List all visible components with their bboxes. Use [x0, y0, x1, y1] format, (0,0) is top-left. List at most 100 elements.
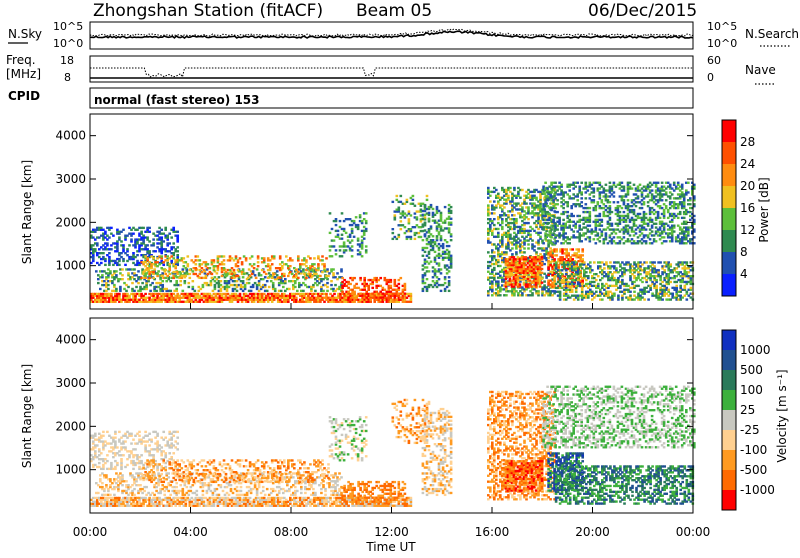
power-cell	[553, 258, 556, 260]
power-cell	[353, 220, 356, 222]
power-cell	[601, 234, 604, 236]
power-cell	[564, 240, 567, 242]
power-cell	[561, 273, 564, 275]
power-cell	[547, 274, 550, 276]
power-cell	[493, 208, 496, 210]
power-cell	[521, 294, 524, 296]
power-cell	[649, 228, 652, 230]
power-cell	[444, 282, 447, 284]
power-cell	[330, 284, 333, 286]
power-cell	[643, 219, 646, 221]
noise-panel: N.Sky 10^5 10^0 10^5 10^0 N.Search	[8, 20, 799, 50]
power-cell	[424, 204, 427, 206]
power-cell	[128, 244, 131, 246]
power-cell	[501, 226, 504, 228]
power-cell	[539, 204, 542, 206]
power-cell	[597, 283, 600, 285]
freq-label: Freq.	[6, 53, 36, 67]
power-cell	[94, 248, 97, 250]
power-cell	[422, 218, 425, 220]
power-cell	[267, 257, 270, 259]
power-cell	[568, 189, 571, 191]
power-cell	[487, 232, 490, 234]
power-cell	[153, 268, 156, 270]
power-cell	[585, 197, 588, 199]
power-cell	[552, 201, 555, 203]
power-cell	[137, 270, 140, 272]
power-cell	[444, 222, 447, 224]
power-cell	[335, 224, 338, 226]
power-cell	[533, 195, 536, 197]
power-cell	[319, 301, 322, 303]
power-cell	[176, 231, 179, 233]
power-cell	[149, 290, 152, 292]
power-cell	[663, 228, 666, 230]
power-cell	[511, 253, 514, 255]
power-cell	[663, 215, 666, 217]
power-cell	[295, 269, 298, 271]
power-cell	[597, 201, 600, 203]
power-cell	[450, 210, 453, 212]
power-cell	[170, 260, 173, 262]
power-cell	[250, 290, 253, 292]
power-cell	[131, 282, 134, 284]
power-cell	[148, 227, 151, 229]
power-cell	[554, 207, 557, 209]
power-cell	[529, 236, 532, 238]
power-cell	[400, 220, 403, 222]
power-cell	[195, 263, 198, 265]
power-cell	[517, 292, 520, 294]
power-cell	[272, 284, 275, 286]
power-cell	[603, 242, 606, 244]
power-cell	[165, 280, 168, 282]
power-cell	[420, 205, 423, 207]
power-cell	[182, 290, 185, 292]
power-cell	[541, 256, 544, 258]
power-cell	[323, 267, 326, 269]
power-cell	[611, 242, 614, 244]
power-cell	[573, 275, 576, 277]
power-cell	[157, 270, 160, 272]
power-cell	[160, 229, 163, 231]
power-cell	[398, 234, 401, 236]
power-cell	[326, 290, 329, 292]
power-cell	[122, 246, 125, 248]
power-cell	[558, 182, 561, 184]
power-cell	[609, 261, 612, 263]
power-cell	[609, 234, 612, 236]
power-cell	[329, 212, 332, 214]
power-cell	[321, 259, 324, 261]
power-cell	[150, 267, 153, 269]
power-cell	[410, 299, 413, 301]
power-cell	[237, 265, 240, 267]
power-cell	[611, 193, 614, 195]
power-cell	[335, 253, 338, 255]
power-cell	[210, 280, 213, 282]
power-cell	[400, 195, 403, 197]
power-cell	[175, 288, 178, 290]
power-cell	[254, 274, 257, 276]
power-cell	[531, 292, 534, 294]
power-cell	[273, 255, 276, 257]
power-cell	[279, 299, 282, 301]
power-cell	[601, 201, 604, 203]
power-cell	[497, 202, 500, 204]
power-cell	[544, 232, 547, 234]
power-cell	[555, 283, 558, 285]
power-cell	[418, 232, 421, 234]
power-cell	[495, 245, 498, 247]
power-cell	[621, 279, 624, 281]
power-cell	[487, 238, 490, 240]
power-cell	[303, 273, 306, 275]
power-cell	[254, 282, 257, 284]
power-cell	[685, 193, 688, 195]
power-cell	[428, 257, 431, 259]
power-cell	[493, 243, 496, 245]
power-cell	[617, 201, 620, 203]
power-cell	[432, 239, 435, 241]
power-cell	[263, 257, 266, 259]
power-cell	[237, 269, 240, 271]
power-cell	[493, 187, 496, 189]
power-cell	[297, 277, 300, 279]
power-cell	[133, 290, 136, 292]
